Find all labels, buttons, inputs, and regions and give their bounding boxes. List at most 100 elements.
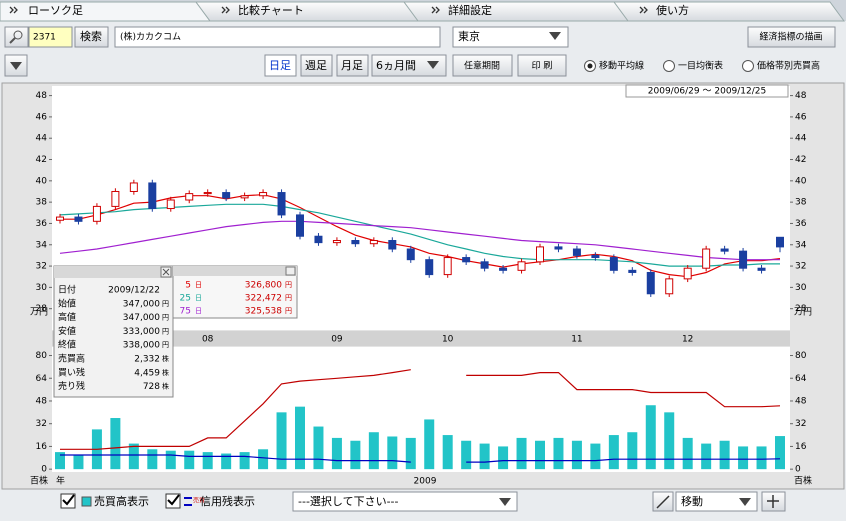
- candle-body: [388, 239, 397, 250]
- search-button[interactable]: [74, 26, 109, 48]
- tab-label[interactable]: ローソク足: [28, 4, 83, 17]
- info-label: 日付: [58, 285, 76, 296]
- plot-layer: 28 28 30 30 32 32 34 34 36 36 38 38 40 40 42 42 44 44 46 46…: [36, 91, 807, 475]
- x-tick-label: 10: [442, 335, 454, 345]
- y-tick-label: 48: [795, 91, 807, 101]
- volume-bar: [479, 443, 490, 470]
- info-value: 2009/12/22: [108, 286, 160, 296]
- button-label: 日足: [269, 59, 291, 72]
- ma-period: 75: [180, 307, 191, 317]
- economic-button[interactable]: [747, 26, 836, 48]
- candle-body: [776, 236, 784, 248]
- y-tick-label: 40: [795, 176, 807, 186]
- volume-bar: [590, 443, 601, 470]
- search-icon-button[interactable]: [4, 26, 29, 48]
- custom-button[interactable]: [452, 54, 513, 77]
- tab-label[interactable]: 使い方: [656, 3, 689, 17]
- volume-bar: [442, 435, 453, 470]
- volume-bar: [405, 437, 416, 470]
- candle-body: [499, 267, 508, 271]
- button-label: 経済指標の描画: [759, 31, 822, 43]
- range-dropdown[interactable]: [371, 54, 447, 77]
- info-label: 始値: [58, 297, 76, 309]
- market-dropdown[interactable]: [452, 26, 569, 48]
- period-button-active[interactable]: [264, 54, 297, 77]
- tab[interactable]: [195, 1, 845, 22]
- ma-value: 326,800: [245, 281, 282, 291]
- volume-bar: [331, 437, 342, 470]
- info-label: 売り残: [58, 380, 85, 392]
- candle-body: [351, 239, 360, 245]
- series-line: [60, 454, 781, 463]
- icon: [162, 268, 170, 276]
- print-button[interactable]: [517, 54, 567, 77]
- candle-body: [185, 193, 194, 201]
- ma-value: 322,472: [245, 294, 282, 304]
- tab-label[interactable]: 詳細設定: [448, 3, 492, 17]
- volume-bar: [738, 446, 749, 470]
- code-text: 2371: [33, 33, 56, 43]
- y-tick-label: 28: [36, 304, 48, 314]
- y-tick-label: 40: [36, 176, 48, 186]
- radio[interactable]: [663, 60, 675, 72]
- icon: [13, 30, 23, 40]
- volume-bar: [516, 437, 527, 470]
- volume-bar: [368, 432, 379, 470]
- candle-body: [683, 267, 692, 280]
- check: [167, 494, 180, 506]
- check: [62, 494, 75, 506]
- code-input[interactable]: [28, 26, 73, 48]
- candle-body: [425, 259, 434, 276]
- button-label: 週足: [305, 59, 327, 72]
- ma-yen: 円: [285, 281, 292, 289]
- date-range-box: [625, 84, 789, 98]
- dropdown-label: 6ヵ月間: [376, 59, 416, 72]
- volume-bar: [682, 437, 693, 470]
- volume-bar: [535, 440, 545, 470]
- y-tick-label: 46: [795, 112, 807, 122]
- candle-body: [646, 271, 655, 295]
- x-tick-label: 08: [202, 335, 214, 345]
- y-tick-label: 42: [795, 155, 806, 165]
- info-value: 333,000: [123, 327, 160, 337]
- candle-body: [332, 239, 341, 244]
- info-value: 347,000: [123, 299, 160, 309]
- ma-period: 5: [185, 281, 191, 291]
- info-value: 2,332: [134, 355, 160, 365]
- volume-bar: [627, 432, 638, 470]
- y-tick-label: 16: [36, 442, 48, 452]
- info-label: 売買高: [58, 353, 85, 365]
- candle-body: [166, 199, 175, 210]
- volume-bar: [110, 418, 121, 470]
- candle-body: [609, 257, 618, 271]
- unit-label: 万円: [30, 307, 48, 318]
- volume-bar: [276, 412, 287, 470]
- company-field[interactable]: [114, 26, 441, 48]
- legend-swatch: [81, 496, 92, 507]
- period-button[interactable]: [336, 54, 369, 77]
- y-tick-label: 44: [36, 134, 48, 144]
- indicator-dropdown[interactable]: [292, 491, 518, 512]
- y-tick-label: 36: [795, 219, 807, 229]
- series-line: [59, 220, 780, 261]
- radio[interactable]: [742, 60, 754, 72]
- info-unit: 株: [162, 354, 169, 363]
- period-button[interactable]: [300, 54, 333, 77]
- tab-icons: [9, 6, 648, 14]
- radio-label: 一目均衡表: [678, 60, 723, 72]
- y-tick-label: 32: [795, 262, 806, 272]
- minimize-button[interactable]: [285, 266, 296, 276]
- radio-dot: [587, 63, 593, 69]
- arrow: [549, 32, 561, 40]
- tab-label[interactable]: 比較チャート: [238, 3, 304, 17]
- candle-body: [757, 267, 766, 271]
- unit-label: 万円: [794, 307, 812, 318]
- candle-body: [480, 261, 489, 269]
- info-value: 728: [143, 382, 160, 392]
- arrow: [499, 498, 511, 506]
- volume-bar: [498, 446, 509, 470]
- volume-bar: [239, 452, 250, 470]
- draw-dropdown[interactable]: [675, 491, 758, 512]
- icon: [9, 37, 16, 44]
